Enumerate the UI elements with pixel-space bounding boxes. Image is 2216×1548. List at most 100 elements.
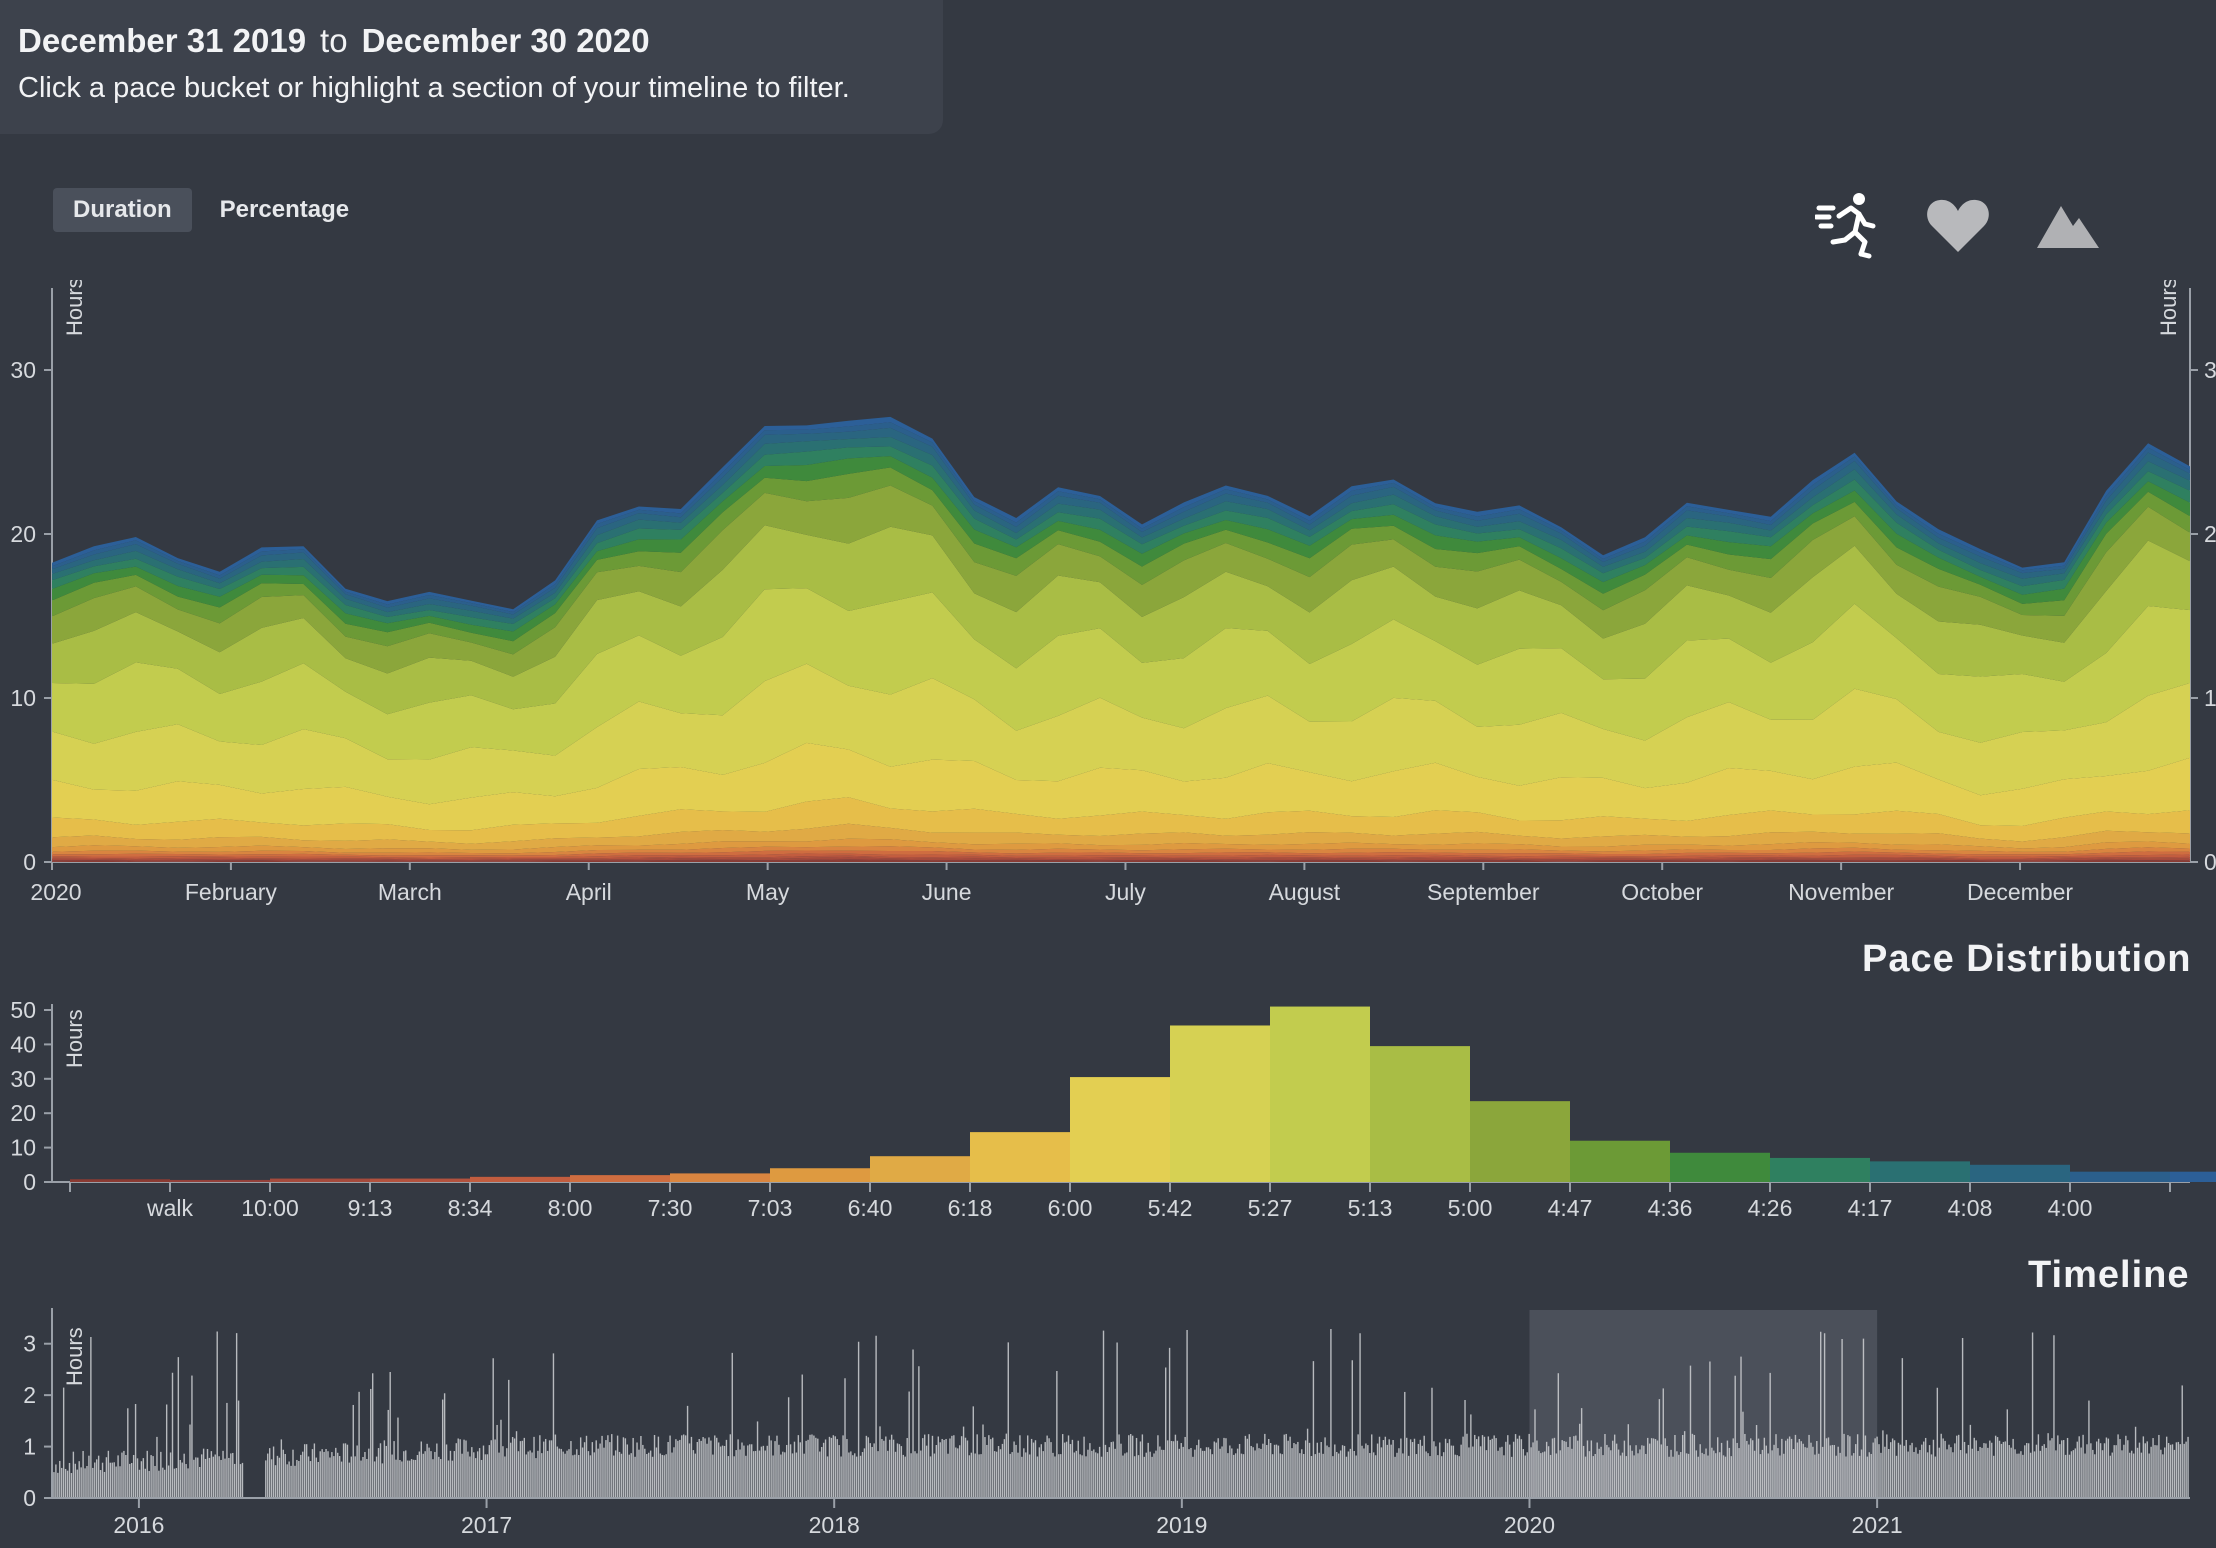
pace-bar (1670, 1152, 1770, 1182)
pace-bar (2170, 1171, 2216, 1182)
pace-band-12 (52, 588, 2190, 760)
pace-band-5 (52, 850, 2190, 858)
pace-bar (1470, 1101, 1570, 1182)
filter-hint: Click a pace bucket or highlight a secti… (18, 72, 850, 104)
y-tick-label: 0 (23, 1169, 36, 1195)
pace-bar (1370, 1046, 1470, 1182)
pace-distribution-chart[interactable]: 0 10 20 30 40 50 Hours walk 10:00 9:13 8:34 8:00 7:3… (0, 990, 2216, 1230)
x-tick-label: May (746, 879, 790, 905)
pace-bar (170, 1179, 270, 1182)
pace-bar (2070, 1171, 2170, 1182)
x-tick-label: 4:00 (2048, 1195, 2093, 1221)
duration-button[interactable]: Duration (53, 188, 192, 232)
mountain-icon[interactable] (2033, 190, 2103, 260)
y-tick-label-right: 10 (2204, 685, 2216, 711)
x-tick-label: walk (146, 1195, 194, 1221)
x-tick-label: 4:08 (1948, 1195, 1993, 1221)
x-tick-label: 7:30 (648, 1195, 693, 1221)
pace-band-6 (52, 846, 2190, 856)
y-tick-label: 50 (10, 997, 36, 1023)
x-tick-label: 5:42 (1148, 1195, 1193, 1221)
x-tick-label: September (1427, 879, 1540, 905)
pace-band-15 (52, 467, 2190, 655)
mode-toggle: Duration Percentage (53, 188, 369, 232)
pace-bar (1070, 1077, 1170, 1182)
pace-bar (770, 1168, 870, 1182)
pace-bar (970, 1132, 1070, 1182)
pace-band-14 (52, 485, 2190, 677)
pace-band-0 (52, 860, 2190, 862)
x-tick-label: October (1621, 879, 1703, 905)
timeline-title: Timeline (2028, 1254, 2190, 1296)
pace-band-1 (52, 859, 2190, 862)
pace-band-11 (52, 663, 2190, 805)
y-tick-label: 1 (23, 1434, 36, 1460)
x-tick-label: 4:36 (1648, 1195, 1693, 1221)
x-tick-label: 2018 (809, 1512, 860, 1538)
pace-bar (370, 1178, 470, 1182)
x-tick-label: July (1105, 879, 1146, 905)
pace-distribution-title: Pace Distribution (1862, 938, 2192, 980)
x-tick-label: 8:34 (448, 1195, 493, 1221)
y-tick-label: 0 (23, 1485, 36, 1511)
x-tick-label: 10:00 (241, 1195, 299, 1221)
y-tick-label-right: 20 (2204, 521, 2216, 547)
pace-bar (1270, 1006, 1370, 1182)
y-tick-label-right: 0 (2204, 849, 2216, 875)
x-tick-label: 9:13 (348, 1195, 393, 1221)
date-range-panel: December 31 2019 to December 30 2020 Click… (0, 0, 943, 134)
x-tick-label: 2017 (461, 1512, 512, 1538)
x-tick-label: April (566, 879, 612, 905)
pace-band-2 (52, 857, 2190, 861)
y-axis-title-right: Hours (2156, 280, 2181, 336)
y-tick-label: 3 (23, 1331, 36, 1357)
end-date: December 30 2020 (361, 22, 650, 59)
x-tick-label: 5:27 (1248, 1195, 1293, 1221)
percentage-button[interactable]: Percentage (219, 196, 350, 223)
runner-icon[interactable] (1815, 190, 1885, 260)
x-tick-label: 5:13 (1348, 1195, 1393, 1221)
x-tick-label: 2020 (30, 879, 81, 905)
pace-bar (1770, 1157, 1870, 1182)
x-tick-label: 6:00 (1048, 1195, 1093, 1221)
y-tick-label: 20 (10, 1100, 36, 1126)
x-tick-label: November (1788, 879, 1894, 905)
x-tick-label: 2016 (113, 1512, 164, 1538)
timeline-chart[interactable]: 0 1 2 3 Hours 2016 2017 2018 2019 2020 2021 (0, 1300, 2216, 1548)
y-axis-title-left: Hours (62, 280, 87, 336)
pace-bar (270, 1178, 370, 1182)
y-tick-label-left: 0 (23, 849, 36, 875)
x-tick-label: 2021 (1852, 1512, 1903, 1538)
pace-band-13 (52, 525, 2190, 715)
pace-band-17 (52, 446, 2190, 632)
y-tick-label-right: 30 (2204, 357, 2216, 383)
heart-icon[interactable] (1923, 190, 1993, 260)
pace-band-9 (52, 797, 2190, 844)
pace-bar (870, 1156, 970, 1182)
pace-bar (1570, 1140, 1670, 1182)
pace-band-18 (52, 437, 2190, 624)
date-range: December 31 2019 to December 30 2020 (18, 22, 650, 60)
x-tick-label: 5:00 (1448, 1195, 1493, 1221)
pace-bar (1870, 1161, 1970, 1182)
pace-band-19 (52, 427, 2190, 619)
x-tick-label: 2019 (1156, 1512, 1207, 1538)
pace-bar (1170, 1025, 1270, 1182)
x-tick-label: 2020 (1504, 1512, 1555, 1538)
x-tick-label: 4:17 (1848, 1195, 1893, 1221)
y-axis-title: Hours (62, 1327, 87, 1386)
y-tick-label-left: 10 (10, 685, 36, 711)
y-axis-title: Hours (62, 1009, 87, 1068)
x-tick-label: June (922, 879, 972, 905)
to-label: to (320, 22, 348, 59)
y-tick-label: 40 (10, 1031, 36, 1057)
pace-bar (1970, 1164, 2070, 1182)
y-tick-label-left: 30 (10, 357, 36, 383)
duration-stream-chart[interactable]: 00101020203030HoursHours2020FebruaryMarc… (0, 280, 2216, 920)
pace-band-3 (52, 855, 2190, 860)
pace-bar (70, 1179, 170, 1182)
x-tick-label: August (1269, 879, 1341, 905)
x-tick-label: March (378, 879, 442, 905)
pace-band-8 (52, 823, 2190, 850)
x-tick-label: February (185, 879, 278, 905)
